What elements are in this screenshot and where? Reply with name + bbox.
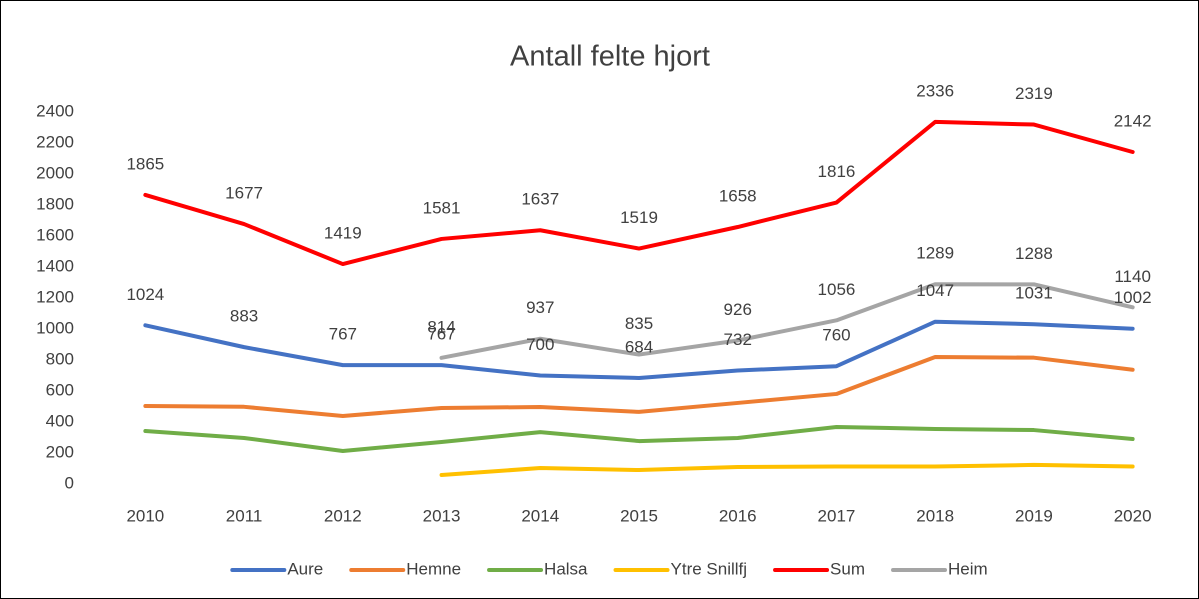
- y-tick-label: 800: [46, 349, 74, 368]
- legend-label: Aure: [287, 559, 323, 578]
- x-tick-label: 2012: [324, 506, 362, 525]
- data-label: 1031: [1015, 284, 1053, 303]
- x-tick-label: 2020: [1114, 506, 1152, 525]
- data-label: 1816: [818, 162, 856, 181]
- y-tick-label: 1200: [36, 287, 74, 306]
- data-label: 760: [822, 326, 850, 345]
- series-line: [439, 462, 1135, 478]
- data-label: 1658: [719, 186, 757, 205]
- x-tick-label: 2017: [818, 506, 856, 525]
- data-label: 2319: [1015, 84, 1053, 103]
- data-label: 1024: [126, 285, 164, 304]
- y-tick-label: 200: [46, 442, 74, 461]
- series-line: [143, 119, 1135, 267]
- legend-label: Sum: [830, 559, 865, 578]
- y-tick-label: 2000: [36, 163, 74, 182]
- data-label: 1002: [1114, 288, 1152, 307]
- data-label: 814: [427, 317, 455, 336]
- x-tick-label: 2015: [620, 506, 658, 525]
- data-label: 1637: [521, 190, 559, 209]
- data-label: 2336: [916, 81, 954, 100]
- series-line: [439, 282, 1135, 360]
- data-label: 2142: [1114, 111, 1152, 130]
- data-label: 1677: [225, 184, 263, 203]
- data-label: 767: [427, 325, 455, 344]
- data-label: 926: [724, 300, 752, 319]
- legend-label: Ytre Snillfj: [671, 559, 748, 578]
- data-label: 1519: [620, 208, 658, 227]
- x-tick-label: 2011: [226, 506, 263, 525]
- data-label: 732: [724, 330, 752, 349]
- chart-title: Antall felte hjort: [510, 41, 710, 73]
- legend-label: Heim: [948, 559, 988, 578]
- y-tick-label: 1000: [36, 318, 74, 337]
- x-tick-label: 2013: [423, 506, 461, 525]
- data-label: 1419: [324, 224, 362, 243]
- data-label: 767: [329, 325, 357, 344]
- y-tick-label: 1600: [36, 225, 74, 244]
- data-label: 1056: [818, 280, 856, 299]
- legend-label: Hemne: [406, 559, 461, 578]
- series-line: [143, 355, 1135, 418]
- data-label: 1289: [916, 244, 954, 263]
- x-tick-label: 2010: [126, 506, 164, 525]
- x-tick-label: 2014: [521, 506, 559, 525]
- data-label: 1865: [126, 154, 164, 173]
- series-line: [143, 424, 1135, 453]
- y-tick-label: 0: [65, 473, 74, 492]
- x-tick-label: 2016: [719, 506, 757, 525]
- y-tick-label: 2400: [36, 101, 74, 120]
- x-tick-label: 2018: [916, 506, 954, 525]
- y-tick-label: 2200: [36, 132, 74, 151]
- data-label: 1581: [423, 198, 461, 217]
- y-tick-label: 1400: [36, 256, 74, 275]
- x-tick-label: 2019: [1015, 506, 1053, 525]
- y-tick-label: 600: [46, 380, 74, 399]
- data-label: 1047: [916, 281, 954, 300]
- series-line: [143, 319, 1135, 380]
- data-label: 883: [230, 307, 258, 326]
- data-label: 835: [625, 314, 653, 333]
- legend-label: Halsa: [544, 559, 588, 578]
- y-tick-label: 400: [46, 411, 74, 430]
- data-label: 937: [526, 298, 554, 317]
- data-label: 684: [625, 337, 653, 356]
- data-label: 700: [526, 335, 554, 354]
- data-label: 1288: [1015, 244, 1053, 263]
- y-tick-label: 1800: [36, 194, 74, 213]
- data-label: 1140: [1114, 267, 1151, 286]
